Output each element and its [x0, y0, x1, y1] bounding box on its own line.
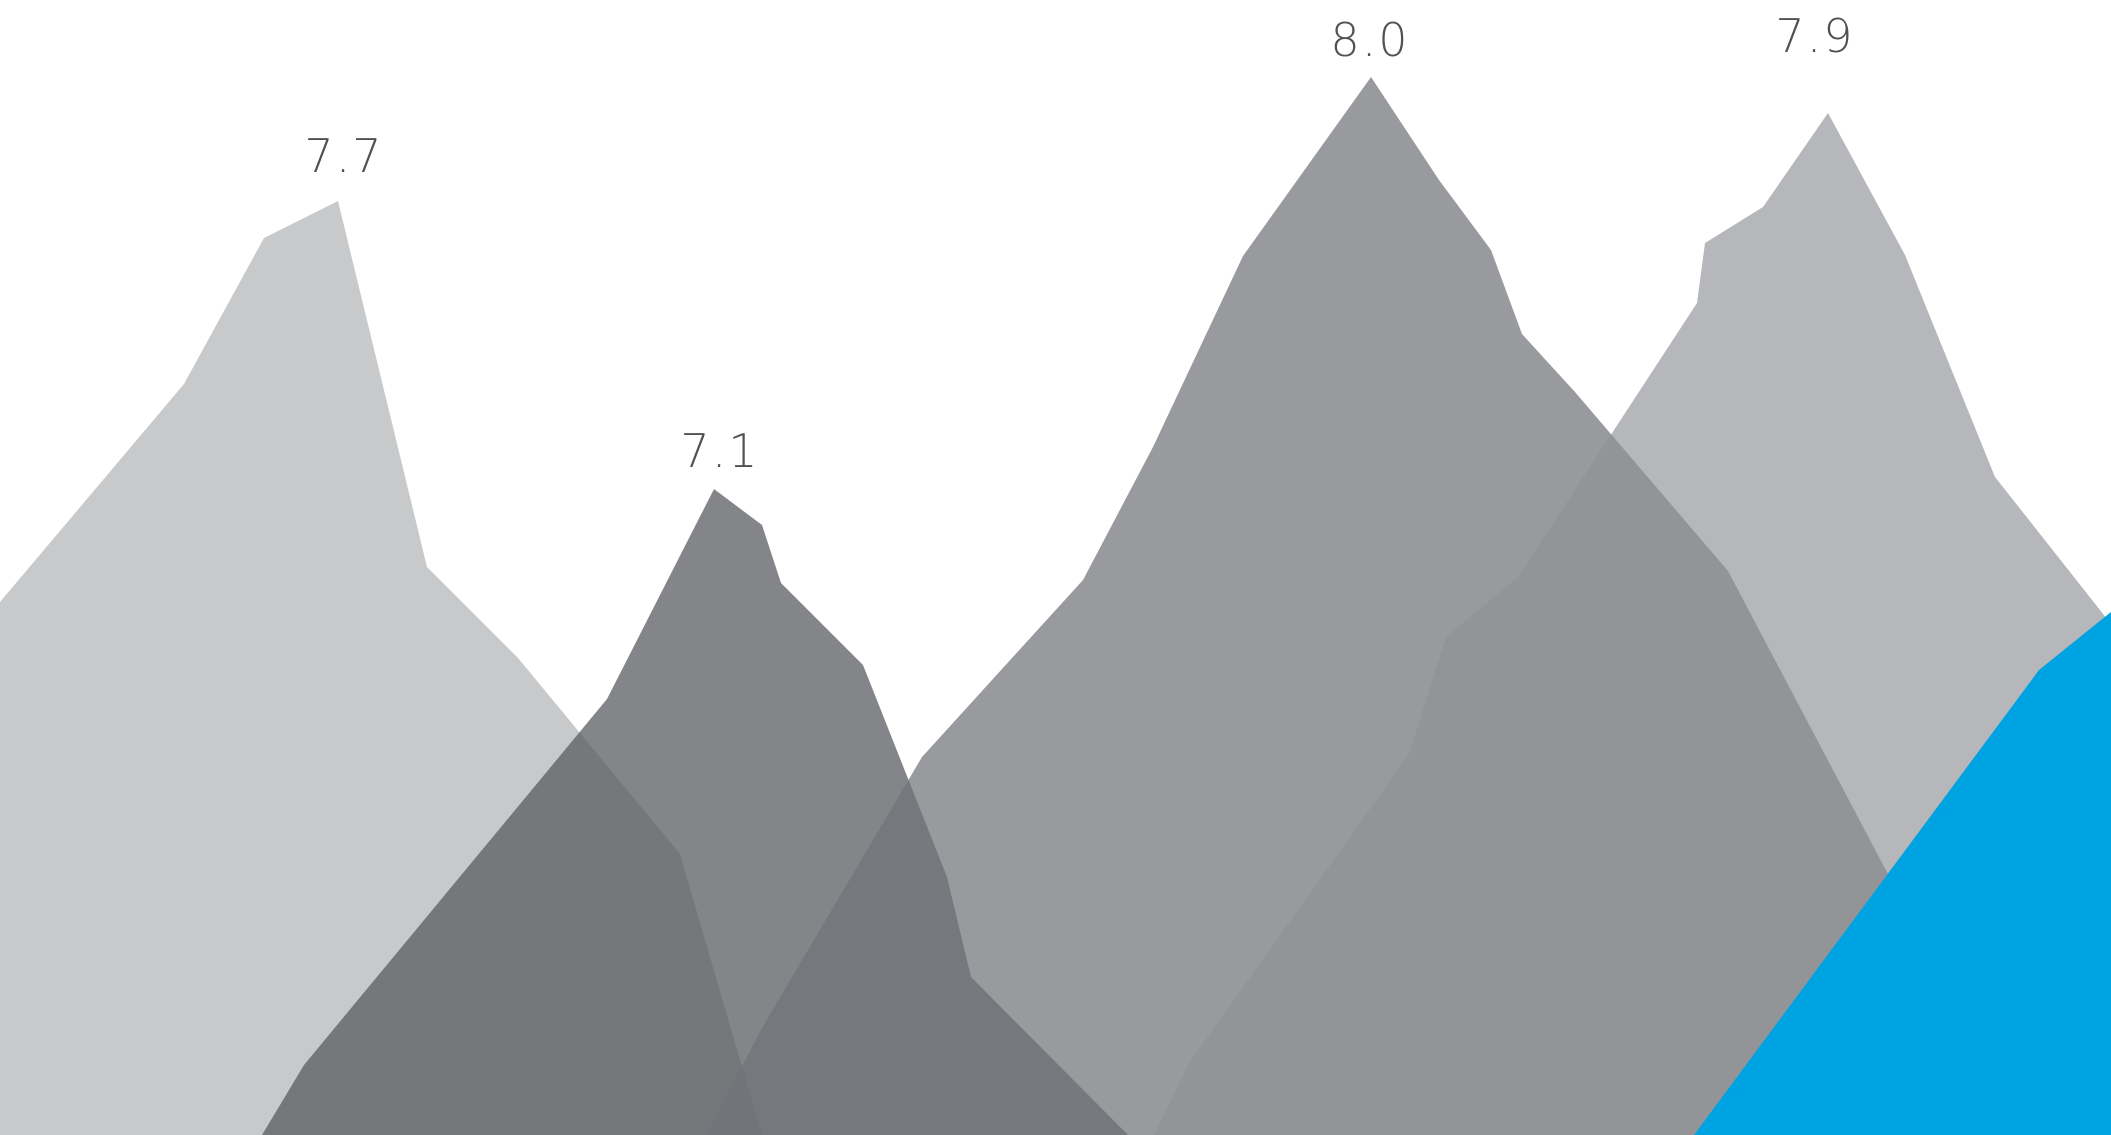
peak-label-3: 8.0 — [1330, 13, 1409, 67]
peak-label-2: 7.1 — [680, 424, 759, 478]
mountain-peak-4 — [1154, 113, 2111, 1135]
mountain-layers — [0, 77, 2111, 1135]
peak-labels: 7.7 7.1 8.0 7.9 — [304, 9, 1854, 478]
peak-label-4: 7.9 — [1775, 9, 1854, 63]
peak-label-1: 7.7 — [304, 129, 383, 183]
accent-triangle — [1694, 612, 2111, 1135]
